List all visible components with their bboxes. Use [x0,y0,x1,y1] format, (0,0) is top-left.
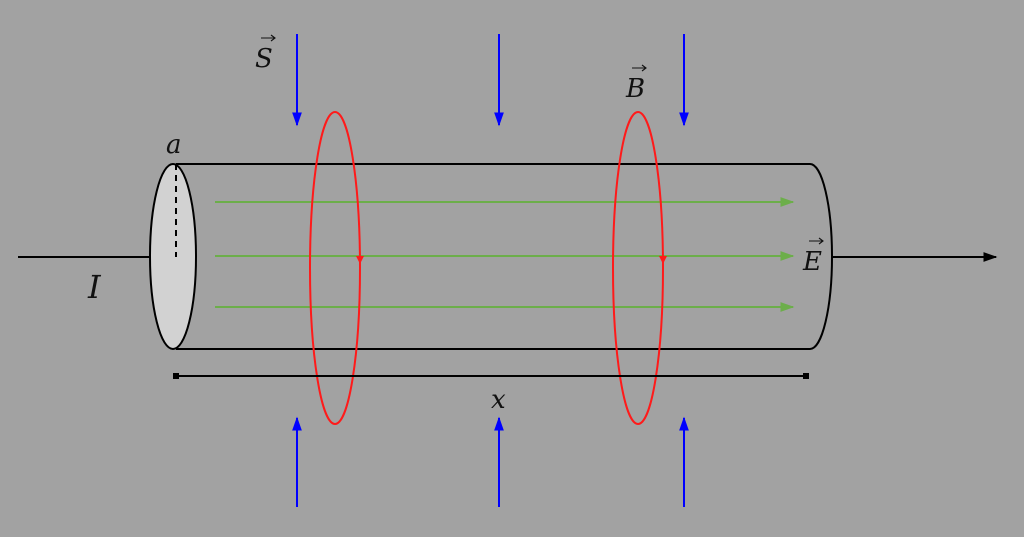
poynting-arrows [292,34,689,507]
b-loop-left-arrowhead [356,256,364,264]
length-dimension [173,373,809,379]
poynting-vector-arrow [261,34,276,42]
electric-vector-label: E [802,237,824,277]
magnetic-label: B [625,74,645,104]
magnetic-vector-arrow [632,64,647,72]
wire-right-end [809,163,833,350]
magnetic-vector-label: B [625,64,647,104]
electric-label: E [802,247,822,277]
current-label: I [87,268,102,306]
length-label: x [491,385,506,415]
magnetic-field-loops [309,111,667,425]
electric-vector-arrow [809,237,824,245]
poynting-label: S [255,44,273,74]
length-end-right [803,373,809,379]
length-end-left [173,373,179,379]
poynting-vector-label: S [255,34,276,74]
electric-field-lines [215,197,795,312]
radius-label: a [166,130,182,160]
b-loop-right-arrowhead [659,256,667,264]
b-field-loop-left [309,111,361,425]
b-field-loop-right [612,111,664,425]
wire-cylinder [149,163,833,350]
wire-end-face [149,163,197,350]
